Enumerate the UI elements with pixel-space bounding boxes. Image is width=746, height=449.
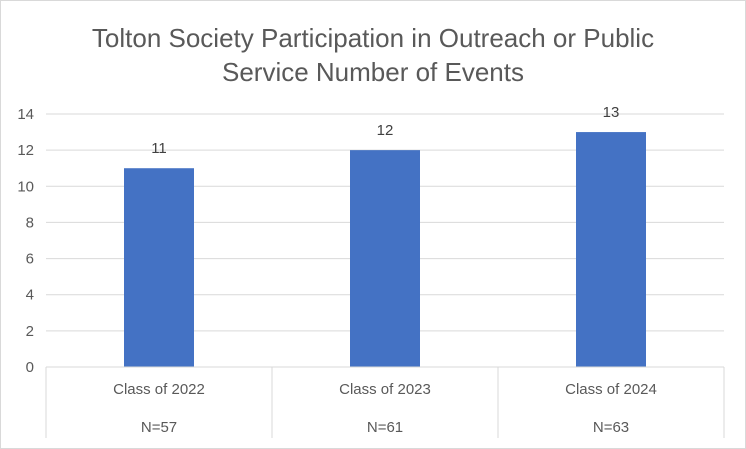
data-label-2: 12 <box>377 122 394 139</box>
y-tick-label-10: 10 <box>17 178 34 195</box>
bar-2 <box>350 150 420 367</box>
sample-size-label-3: N=63 <box>593 419 629 436</box>
bar-1 <box>124 168 194 367</box>
sample-size-label-2: N=61 <box>367 419 403 436</box>
data-labels: 11 12 13 <box>151 104 619 157</box>
y-tick-label-0: 0 <box>26 359 34 376</box>
y-axis-ticks: 0 2 4 6 8 10 12 14 <box>17 106 34 376</box>
bars <box>124 132 646 367</box>
chart-title-line-1: Tolton Society Participation in Outreach… <box>92 23 654 53</box>
y-tick-label-12: 12 <box>17 142 34 159</box>
chart-title-line-2: Service Number of Events <box>222 57 524 87</box>
category-axis: Class of 2022 N=57 Class of 2023 N=61 Class … <box>45 366 725 438</box>
y-tick-label-8: 8 <box>26 214 34 231</box>
sample-size-label-1: N=57 <box>141 419 177 436</box>
y-tick-label-4: 4 <box>26 287 34 304</box>
y-tick-label-2: 2 <box>26 323 34 340</box>
data-label-1: 11 <box>151 140 167 157</box>
category-label-2: Class of 2023 <box>339 381 431 398</box>
y-tick-label-14: 14 <box>17 106 34 123</box>
data-label-3: 13 <box>603 104 620 121</box>
bar-3 <box>576 132 646 367</box>
y-tick-label-6: 6 <box>26 251 34 268</box>
category-label-3: Class of 2024 <box>565 381 657 398</box>
category-label-1: Class of 2022 <box>113 381 205 398</box>
